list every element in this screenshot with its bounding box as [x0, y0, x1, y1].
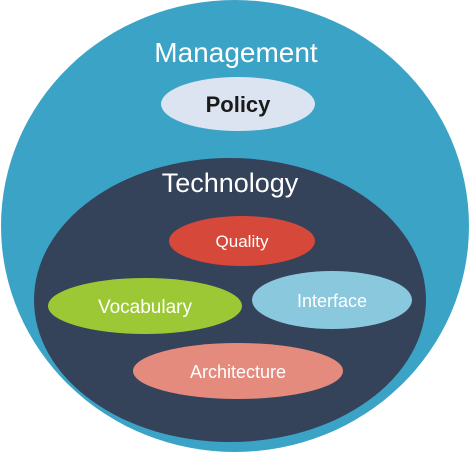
quality-ellipse: [169, 216, 315, 266]
architecture-ellipse: [133, 343, 343, 399]
management-label: Management: [154, 37, 318, 68]
interface-label: Interface: [297, 291, 367, 311]
technology-label: Technology: [162, 168, 299, 198]
quality-label: Quality: [216, 232, 269, 251]
policy-ellipse: [161, 77, 315, 131]
policy-label: Policy: [206, 92, 272, 117]
vocabulary-ellipse: [48, 278, 242, 334]
vocabulary-label: Vocabulary: [98, 297, 193, 318]
architecture-label: Architecture: [190, 362, 286, 382]
interface-ellipse: [252, 271, 412, 329]
